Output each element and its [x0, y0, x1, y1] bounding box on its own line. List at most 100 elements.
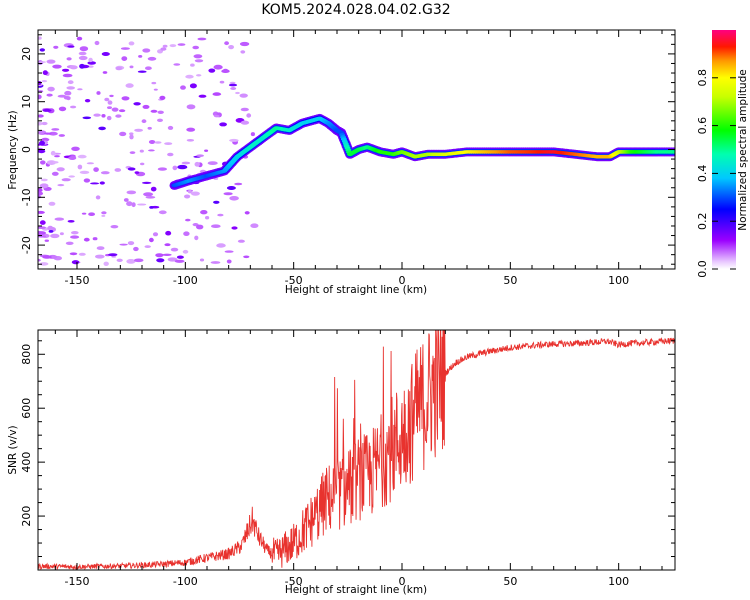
noise-blob — [167, 152, 174, 157]
noise-blob — [39, 183, 49, 189]
colorbar-tick-label: 0.4 — [696, 165, 709, 183]
noise-blob — [228, 83, 238, 87]
noise-blob — [44, 239, 49, 242]
noise-blob — [70, 235, 80, 239]
spectrogram-y-label: Frequency (Hz) — [7, 110, 19, 189]
noise-blob — [196, 224, 204, 230]
noise-blob — [226, 259, 232, 264]
figure-title: KOM5.2024.028.04.02.G32 — [261, 2, 450, 18]
noise-blob — [115, 66, 123, 71]
noise-blob — [79, 63, 85, 69]
noise-blob — [129, 151, 136, 155]
noise-blob — [157, 110, 164, 115]
noise-blob — [102, 71, 108, 74]
noise-blob — [153, 88, 158, 91]
noise-blob — [216, 243, 226, 248]
noise-blob — [50, 233, 60, 239]
noise-blob — [95, 195, 101, 200]
noise-blob — [198, 94, 207, 98]
noise-blob — [104, 97, 110, 102]
noise-blob — [185, 218, 191, 222]
noise-blob — [41, 137, 50, 142]
noise-blob — [103, 261, 109, 266]
noise-blob — [145, 66, 152, 70]
noise-blob — [177, 164, 188, 170]
noise-blob — [156, 258, 165, 263]
y-tick-label: 10 — [20, 95, 33, 109]
noise-blob — [154, 141, 162, 144]
noise-blob — [219, 122, 228, 127]
x-tick-label: 50 — [503, 274, 517, 287]
noise-blob — [240, 107, 249, 112]
colorbar-tick-label: 0.8 — [696, 69, 709, 87]
noise-blob — [67, 80, 74, 85]
noise-blob — [118, 109, 126, 113]
noise-blob — [174, 259, 185, 263]
noise-blob — [133, 102, 141, 106]
noise-blob — [184, 194, 191, 199]
noise-blob — [159, 95, 166, 100]
noise-blob — [38, 149, 46, 154]
noise-blob — [164, 142, 173, 146]
noise-blob — [208, 68, 216, 73]
snr-marks — [38, 330, 675, 570]
noise-blob — [77, 164, 83, 170]
noise-blob — [196, 154, 204, 157]
noise-blob — [231, 226, 238, 230]
noise-blob — [140, 162, 145, 166]
noise-blob — [78, 51, 87, 56]
noise-blob — [39, 48, 45, 52]
noise-blob — [222, 68, 229, 72]
noise-blob — [194, 59, 204, 63]
noise-blob — [211, 224, 221, 228]
noise-blob — [65, 241, 74, 245]
noise-blob — [107, 100, 113, 105]
noise-blob — [64, 90, 72, 96]
noise-blob — [230, 87, 237, 90]
noise-blob — [143, 192, 154, 197]
noise-blob — [53, 45, 59, 49]
noise-blob — [38, 258, 41, 262]
noise-blob — [38, 210, 45, 214]
noise-blob — [101, 114, 106, 118]
x-tick-label: 50 — [503, 575, 517, 588]
noise-blob — [137, 203, 147, 206]
noise-blob — [172, 165, 178, 171]
noise-blob — [61, 178, 71, 182]
noise-blob — [126, 201, 133, 207]
noise-blob — [101, 211, 107, 215]
colorbar-gradient — [712, 30, 736, 269]
noise-blob — [52, 161, 59, 164]
noise-blob — [142, 104, 150, 109]
noise-blob — [125, 83, 134, 88]
noise-blob — [86, 162, 95, 165]
noise-blob — [38, 36, 42, 40]
snr-y-label: SNR (v/v) — [7, 425, 19, 474]
noise-blob — [240, 120, 250, 125]
colorbar-label: Normalized spectral amplitude — [737, 69, 749, 230]
noise-blob — [240, 50, 246, 54]
noise-blob — [78, 252, 86, 256]
noise-blob — [79, 46, 89, 52]
noise-blob — [145, 196, 156, 199]
colorbar-tick-label: 0.6 — [696, 117, 709, 135]
noise-blob — [176, 255, 184, 259]
noise-blob — [83, 237, 90, 242]
noise-blob — [167, 125, 174, 130]
noise-blob — [223, 192, 233, 196]
colorbar-ticks: 0.0 0.2 0.4 0.6 0.8 — [696, 69, 736, 278]
noise-blob — [48, 131, 58, 136]
noise-blob — [183, 231, 190, 236]
noise-blob — [46, 93, 53, 97]
noise-blob — [51, 128, 60, 131]
noise-blob — [62, 73, 73, 78]
noise-blob — [213, 200, 220, 204]
noise-blob — [96, 91, 101, 95]
noise-blob — [42, 70, 48, 76]
noise-blob — [38, 226, 46, 229]
x-tick-label: -50 — [285, 575, 303, 588]
noise-blob — [181, 161, 191, 165]
noise-blob — [229, 196, 239, 201]
